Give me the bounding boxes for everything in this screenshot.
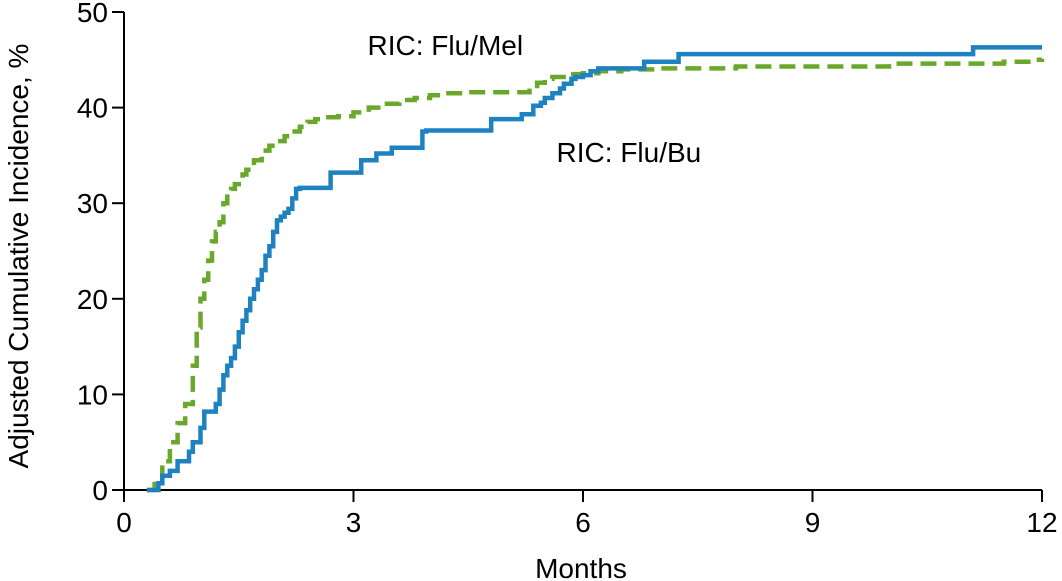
x-axis-title: Months [535,553,627,581]
y-tick-label: 40 [77,93,108,124]
series-label-flu-bu: RIC: Flu/Bu [557,137,702,168]
y-tick-label: 30 [77,188,108,219]
y-tick-label: 0 [92,475,108,506]
x-axis-ticks: 0 3 6 9 12 [116,490,1058,538]
series-line-ric-flu-mel [146,57,1045,493]
y-axis-title: Adjusted Cumulative Incidence, % [3,44,34,469]
y-tick-label: 10 [77,379,108,410]
series-line-ric-flu-bu [146,45,1042,493]
plot-frame [123,12,1042,491]
y-tick-label: 20 [77,284,108,315]
y-axis-ticks: 0 10 20 30 40 50 [77,0,124,506]
x-tick-label: 12 [1026,507,1057,538]
x-tick-label: 0 [116,507,132,538]
x-tick-label: 6 [575,507,591,538]
series-layer [146,45,1045,493]
x-tick-label: 3 [346,507,362,538]
series-label-flu-mel: RIC: Flu/Mel [368,30,524,61]
y-tick-label: 50 [77,0,108,28]
x-tick-label: 9 [805,507,821,538]
